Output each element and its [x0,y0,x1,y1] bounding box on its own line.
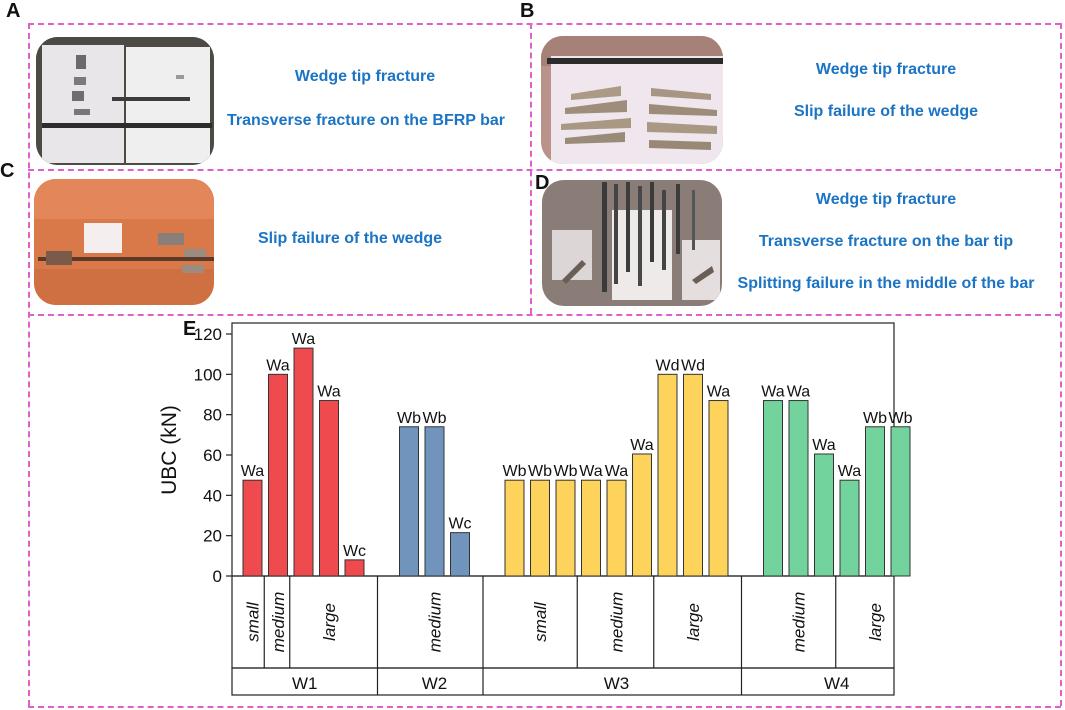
bar-w1-medium-0 [268,373,288,577]
bar-w3-medium-1 [606,479,627,577]
bar-w2-medium-2 [450,532,470,577]
photo-b-wedge-slip [541,36,723,164]
bar-label-w1-medium-0: Wa [266,357,290,374]
bar-w1-large-0 [293,347,314,577]
bar-label-w3-large-1: Wd [681,357,705,374]
bar-w3-medium-2 [632,453,652,577]
bar-label-w1-large-0: Wa [292,331,316,348]
panel-border-mid-1 [28,169,1061,171]
bar-label-w3-large-0: Wd [656,357,680,374]
bar-w3-large-0 [657,373,678,577]
caption-d-2: Transverse fracture on the bar tip [758,233,1014,250]
bar-w2-medium-1 [424,426,445,577]
bar-w1-large-2 [344,559,365,577]
bar-label-w1-large-1: Wa [317,384,341,401]
bar-label-w2-medium-1: Wb [423,410,447,427]
group-row-frame [231,667,895,696]
subgroup-label-w4-large: large [866,603,885,641]
subgroup-label-w1-small: small [244,601,263,642]
bar-label-w1-large-2: Wc [343,543,366,560]
group-label-w2: W2 [422,674,448,693]
y-axis-label: UBC (kN) [158,405,181,495]
bar-w4-large-2 [890,426,911,577]
subgroup-label-w4-medium: medium [790,592,809,652]
group-label-w3: W3 [604,674,630,693]
panel-border-mid-2 [28,314,1061,316]
bar-w1-large-1 [319,400,339,577]
bar-label-w2-medium-2: Wc [448,516,471,533]
bar-label-w3-medium-1: Wa [605,463,629,480]
bar-label-w4-medium-0: Wa [761,384,785,401]
bar-w3-small-0 [504,479,525,577]
subgroup-label-w1-large: large [320,603,339,641]
bar-w3-large-2 [708,400,729,577]
panel-border-top [28,23,1061,25]
subgroup-label-w1-medium: medium [269,592,288,652]
bar-w4-large-1 [865,426,885,577]
bar-label-w4-large-2: Wb [889,410,913,427]
bar-w4-large-0 [839,479,860,577]
bar-w4-medium-2 [814,453,834,577]
bar-label-w4-medium-2: Wa [812,437,836,454]
panel-border-left [28,23,30,706]
y-tick-label-4: 80 [203,406,222,425]
bar-w3-large-1 [683,373,703,577]
bar-w4-medium-0 [763,400,783,577]
panel-border-center [530,23,532,314]
caption-d-3: Splitting failure in the middle of the b… [737,275,1035,292]
caption-c-1: Slip failure of the wedge [257,230,443,247]
photo-c-slip-failure [34,179,214,305]
y-tick-label-1: 20 [203,527,222,546]
bar-label-w3-small-2: Wb [554,463,578,480]
bar-w3-medium-0 [581,479,601,577]
panel-letter-b: B [520,0,535,22]
bar-label-w3-small-0: Wb [503,463,527,480]
bar-label-w1-small-0: Wa [241,463,265,480]
subgroup-label-w3-large: large [684,603,703,641]
bar-label-w2-medium-0: Wb [397,410,421,427]
bar-label-w3-medium-0: Wa [579,463,603,480]
subgroup-label-w3-medium: medium [608,592,627,652]
bar-label-w3-large-2: Wa [707,384,731,401]
caption-b-1: Wedge tip fracture [815,61,957,78]
group-label-w1: W1 [292,674,318,693]
panel-border-right [1060,23,1062,706]
group-label-w4: W4 [824,674,850,693]
photo-d-splitting-failure [542,180,722,306]
y-tick-label-3: 60 [203,446,222,465]
bar-w3-small-1 [530,479,550,577]
bar-label-w3-small-1: Wb [528,463,552,480]
caption-a-2: Transverse fracture on the BFRP bar [226,112,506,129]
bar-label-w4-large-1: Wb [863,410,887,427]
subgroup-label-w3-small: small [531,601,550,642]
panel-letter-a: A [6,0,21,22]
y-tick-label-6: 120 [194,325,222,344]
bar-label-w4-large-0: Wa [838,463,862,480]
caption-d-1: Wedge tip fracture [815,191,957,208]
subgroup-label-w2-medium: medium [426,592,445,652]
bar-w3-small-2 [555,479,576,577]
bar-label-w3-medium-2: Wa [630,437,654,454]
panel-letter-c: C [0,160,15,182]
y-tick-label-2: 40 [203,486,222,505]
panel-border-bottom [28,706,1061,708]
y-tick-label-0: 0 [213,567,222,586]
bar-w1-small-0 [242,479,263,577]
caption-b-2: Slip failure of the wedge [793,103,979,120]
y-tick-label-5: 100 [194,365,222,384]
bar-w2-medium-0 [399,426,419,577]
panel-letter-e: E [183,318,197,340]
bar-w4-medium-1 [788,400,809,577]
caption-a-1: Wedge tip fracture [294,68,436,85]
photo-a-wedges-and-bar [36,37,214,165]
bar-label-w4-medium-1: Wa [787,384,811,401]
